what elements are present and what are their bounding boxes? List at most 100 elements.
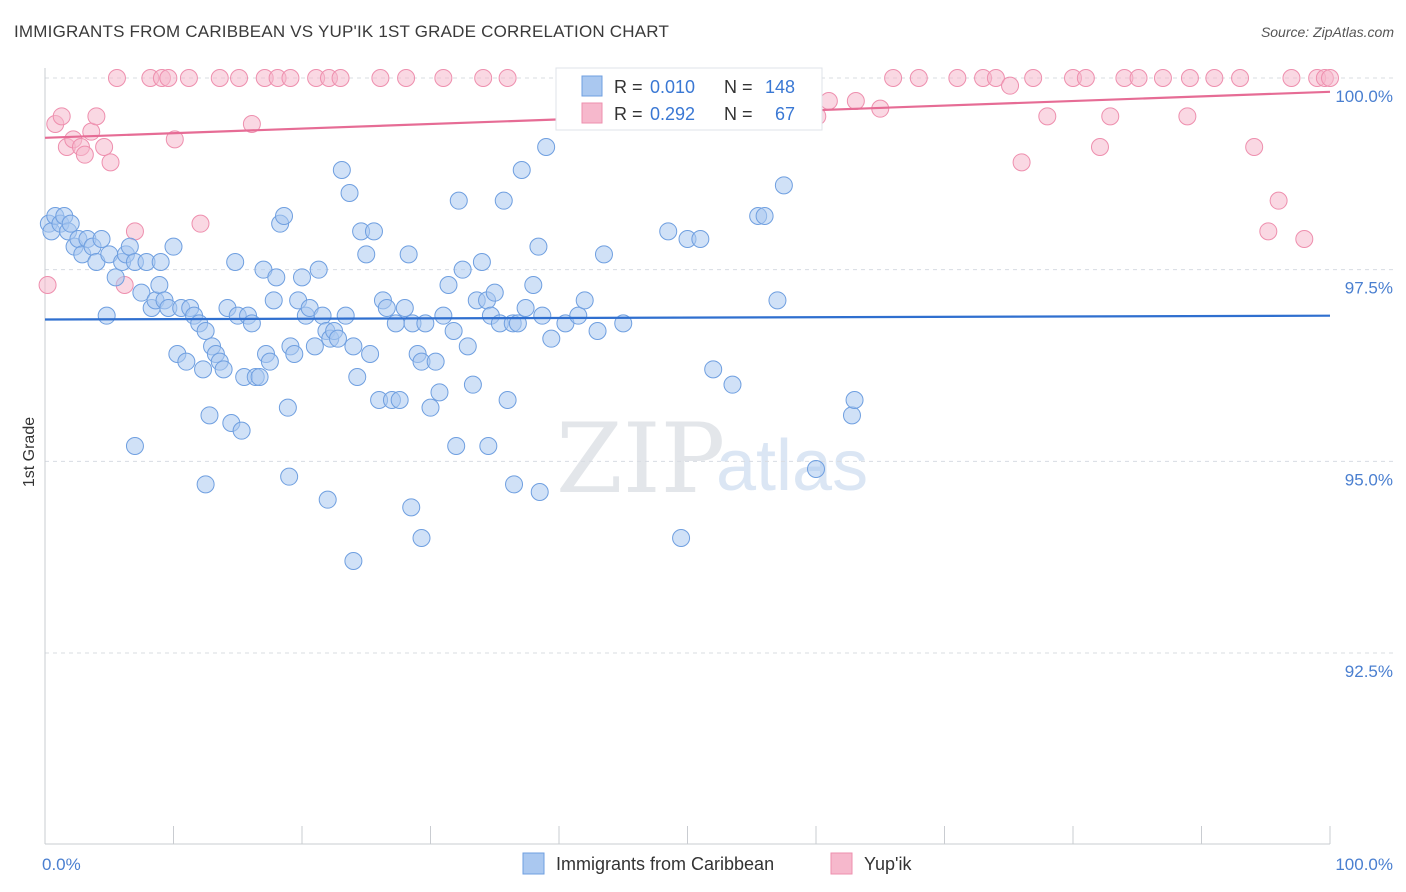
caribbean-point-64	[293, 268, 311, 287]
yupik-point-37	[846, 92, 865, 110]
yupik-point-41	[948, 69, 967, 87]
series-legend: Immigrants from Caribbean Yup'ik	[522, 852, 912, 875]
caribbean-point-19	[120, 237, 139, 256]
yupik-point-31	[434, 69, 453, 87]
caribbean-point-57	[267, 268, 286, 287]
caribbean-point-132	[723, 375, 742, 394]
caribbean-point-136	[774, 176, 793, 195]
caribbean-point-137	[807, 460, 825, 478]
caribbean-point-89	[395, 299, 414, 317]
yupik-point-33	[498, 69, 517, 87]
caribbean-point-146	[505, 475, 524, 494]
legend-r-label-2: R =	[614, 104, 643, 124]
yupik-point-10	[101, 153, 120, 172]
yupik-point-61	[1269, 191, 1288, 210]
yupik-point-49	[1076, 69, 1095, 87]
caribbean-point-144	[402, 498, 421, 517]
caribbean-point-147	[530, 483, 549, 501]
caribbean-point-100	[444, 322, 463, 340]
legend-swatch-yupik	[581, 102, 603, 124]
caribbean-point-85	[377, 299, 396, 317]
caribbean-point-45	[226, 253, 245, 271]
caribbean-point-25	[150, 276, 169, 294]
caribbean-point-131	[704, 360, 723, 379]
caribbean-point-98	[434, 306, 453, 325]
caribbean-point-106	[472, 253, 491, 271]
yupik-point-45	[1012, 153, 1031, 172]
yupik-point-54	[1153, 69, 1172, 87]
yupik-point-6	[75, 145, 94, 164]
caribbean-point-80	[357, 245, 376, 264]
caribbean-point-116	[516, 299, 535, 317]
caribbean-point-37	[196, 322, 215, 340]
caribbean-point-117	[524, 276, 543, 294]
caribbean-point-148	[672, 529, 691, 547]
y-tick-label-3: 100.0%	[1335, 87, 1393, 106]
yupik-points	[38, 69, 1339, 294]
caribbean-point-38	[200, 406, 219, 425]
caribbean-point-118	[529, 237, 548, 256]
yupik-point-16	[159, 69, 178, 87]
yupik-point-22	[242, 115, 261, 133]
yupik-point-51	[1101, 107, 1120, 126]
caribbean-point-55	[260, 352, 279, 371]
caribbean-point-78	[348, 368, 367, 386]
caribbean-point-29	[164, 237, 183, 256]
yupik-point-58	[1231, 69, 1250, 87]
caribbean-point-123	[569, 306, 588, 325]
yupik-point-40	[909, 69, 928, 87]
caribbean-point-52	[250, 368, 269, 386]
yupik-point-11	[107, 69, 126, 87]
caribbean-point-90	[399, 245, 418, 264]
legend-r-value-2: 0.292	[650, 104, 695, 124]
caribbean-point-50	[242, 314, 261, 333]
yupik-point-36	[819, 92, 838, 110]
source-label: Source: ZipAtlas.com	[1260, 24, 1394, 40]
caribbean-point-74	[332, 161, 351, 179]
x-tick-label-1: 100.0%	[1335, 855, 1393, 874]
yupik-point-2	[52, 107, 71, 126]
caribbean-point-59	[275, 207, 294, 225]
yupik-point-66	[1321, 69, 1339, 87]
yupik-point-21	[230, 69, 249, 87]
stats-legend: R = 0.010 N = 148 R = 0.292 N = 67	[555, 67, 823, 131]
caribbean-point-141	[125, 437, 144, 455]
caribbean-point-76	[340, 184, 359, 202]
legend-r-label-1: R =	[614, 77, 643, 97]
caribbean-point-112	[498, 391, 517, 409]
caribbean-point-56	[264, 291, 283, 310]
caribbean-point-111	[494, 191, 513, 210]
y-tick-label-2: 97.5%	[1345, 279, 1393, 298]
yupik-point-55	[1178, 107, 1197, 126]
caribbean-point-47	[232, 421, 251, 440]
watermark-zip: ZIP	[556, 403, 725, 515]
yupik-point-20	[210, 69, 229, 87]
legend-n-label-1: N =	[724, 77, 753, 97]
yupik-point-60	[1259, 222, 1278, 241]
caribbean-point-97	[430, 383, 449, 402]
caribbean-point-16	[106, 268, 125, 287]
yupik-point-32	[474, 69, 493, 87]
caribbean-point-134	[755, 207, 774, 225]
caribbean-trend-line	[44, 314, 1331, 321]
yupik-point-39	[884, 69, 903, 87]
x-tick-label-0: 0.0%	[42, 855, 81, 874]
caribbean-point-21	[132, 283, 151, 302]
caribbean-point-150	[447, 437, 466, 455]
caribbean-point-115	[512, 161, 531, 179]
caribbean-point-36	[194, 360, 213, 379]
yupik-point-28	[331, 69, 350, 87]
caribbean-point-32	[177, 352, 196, 371]
caribbean-point-6	[61, 214, 80, 233]
y-axis-title: 1st Grade	[21, 417, 38, 487]
caribbean-point-125	[588, 322, 607, 340]
legend-n-value-1: 148	[765, 77, 795, 97]
caribbean-point-121	[542, 329, 561, 348]
caribbean-point-135	[768, 291, 787, 310]
caribbean-point-13	[92, 230, 111, 248]
legend-r-value-1: 0.010	[650, 77, 695, 97]
legend-n-label-2: N =	[724, 104, 753, 124]
yupik-point-18	[179, 69, 198, 87]
caribbean-point-139	[845, 391, 864, 409]
